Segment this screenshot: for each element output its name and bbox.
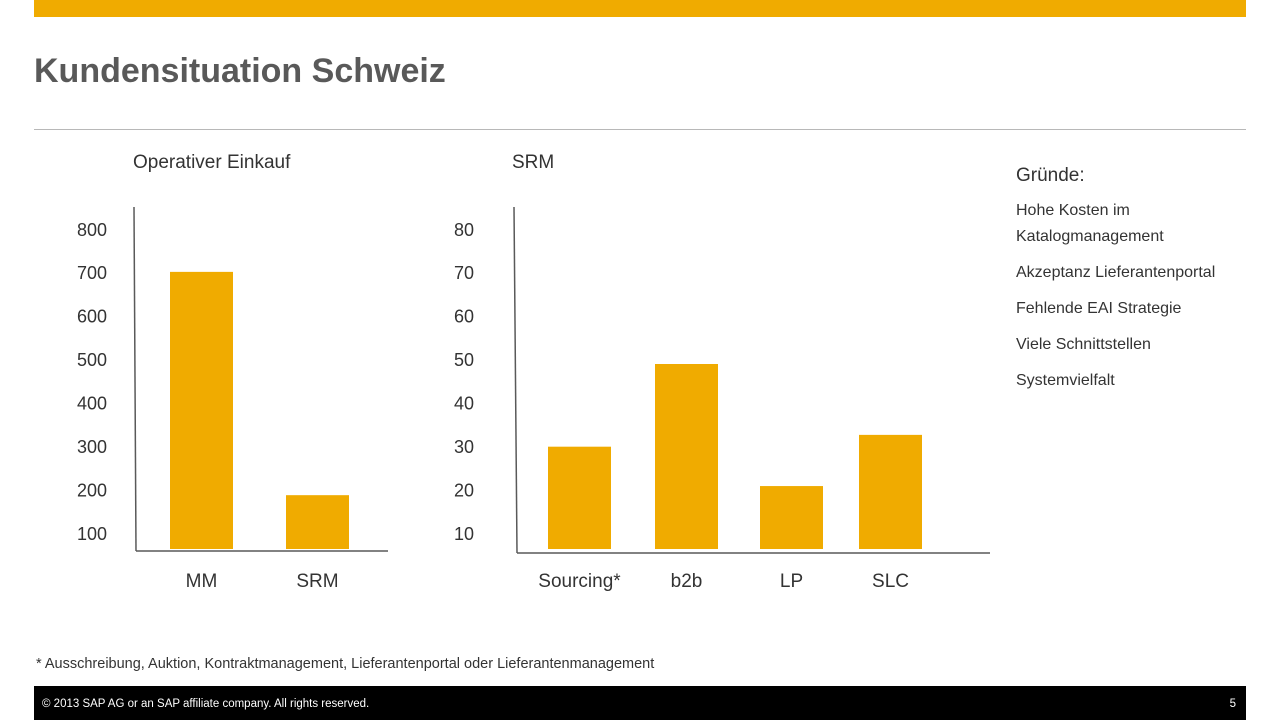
page-number: 5 [1229, 698, 1236, 710]
chart1-y-axis [133, 206, 137, 552]
chart1-y-tick-label: 800 [77, 220, 107, 240]
brand-top-bar [34, 0, 1246, 17]
chart2-y-tick-label: 60 [454, 307, 474, 327]
chart2-y-tick-label: 80 [454, 220, 474, 240]
slide-title: Kundensituation Schweiz [34, 52, 446, 90]
chart2-y-tick-label: 10 [454, 524, 474, 544]
reasons-title: Gründe: [1016, 165, 1085, 186]
chart1-y-tick-label: 200 [77, 480, 107, 500]
reason-item: Viele Schnittstellen [1016, 336, 1151, 353]
chart2-category-label: Sourcing* [538, 571, 621, 592]
chart2-category-label: SLC [872, 571, 909, 592]
chart2-y-axis [513, 206, 518, 554]
chart2-category-label: LP [780, 571, 803, 592]
chart1-y-tick-label: 100 [77, 524, 107, 544]
footnote: * Ausschreibung, Auktion, Kontraktmanage… [36, 656, 655, 672]
reason-item: Akzeptanz Lieferantenportal [1016, 264, 1216, 281]
chart2-title: SRM [512, 152, 555, 173]
title-divider [34, 129, 1246, 130]
chart1-category-label: SRM [296, 571, 338, 592]
chart2-bar [859, 434, 922, 549]
reason-item: Hohe Kosten im Katalogmanagement [1016, 202, 1164, 245]
footer-bar: © 2013 SAP AG or an SAP affiliate compan… [34, 686, 1246, 720]
chart1-y-tick-label: 400 [77, 393, 107, 413]
footer-copyright: © 2013 SAP AG or an SAP affiliate compan… [42, 698, 370, 710]
chart2-y-tick-label: 20 [454, 480, 474, 500]
chart1-y-tick-label: 300 [77, 437, 107, 457]
chart2-y-tick-label: 50 [454, 350, 474, 370]
chart2-bar [760, 486, 823, 549]
chart2-y-tick-label: 30 [454, 437, 474, 457]
reason-item: Systemvielfalt [1016, 372, 1115, 389]
chart1-y-tick-label: 700 [77, 263, 107, 283]
reasons-panel: Gründe: Hohe Kosten im Katalogmanagement… [1016, 165, 1256, 404]
chart2-y-tick-label: 70 [454, 263, 474, 283]
reason-item: Fehlende EAI Strategie [1016, 300, 1182, 317]
chart1-bar [286, 495, 349, 549]
chart2-y-tick-label: 40 [454, 393, 474, 413]
chart1-y-tick-label: 500 [77, 350, 107, 370]
chart2-bar [548, 446, 611, 549]
chart1-y-tick-label: 600 [77, 307, 107, 327]
chart1-bar [170, 271, 233, 549]
chart2-bar [655, 364, 718, 549]
chart2-category-label: b2b [671, 571, 703, 592]
chart1-category-label: MM [186, 571, 218, 592]
chart1-title: Operativer Einkauf [133, 152, 291, 173]
